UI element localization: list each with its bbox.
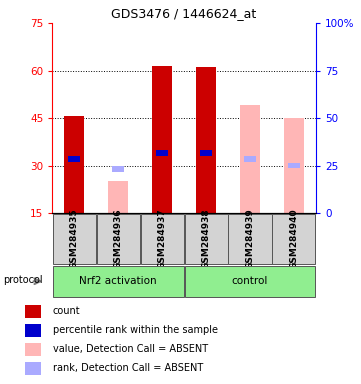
Text: rank, Detection Call = ABSENT: rank, Detection Call = ABSENT: [53, 363, 203, 373]
Bar: [25, 324, 40, 336]
Bar: [284, 118, 304, 213]
Text: GSM284936: GSM284936: [114, 209, 123, 269]
Bar: [152, 66, 172, 213]
Title: GDS3476 / 1446624_at: GDS3476 / 1446624_at: [112, 7, 257, 20]
Bar: [196, 68, 216, 213]
Text: percentile rank within the sample: percentile rank within the sample: [53, 325, 218, 335]
Bar: [112, 166, 125, 172]
Bar: [97, 214, 140, 265]
Bar: [25, 362, 40, 374]
Text: control: control: [232, 276, 268, 286]
Text: GSM284937: GSM284937: [158, 209, 167, 270]
Bar: [68, 156, 81, 162]
Text: GSM284938: GSM284938: [201, 209, 210, 269]
Bar: [229, 214, 271, 265]
Text: GSM284935: GSM284935: [70, 209, 79, 269]
Text: GSM284939: GSM284939: [245, 209, 255, 270]
Text: protocol: protocol: [4, 275, 43, 285]
Bar: [53, 214, 96, 265]
Bar: [288, 163, 300, 169]
Bar: [244, 156, 256, 162]
Bar: [64, 116, 84, 213]
Bar: [184, 214, 227, 265]
Bar: [273, 214, 316, 265]
Text: value, Detection Call = ABSENT: value, Detection Call = ABSENT: [53, 344, 208, 354]
Bar: [240, 106, 260, 213]
Bar: [184, 266, 316, 297]
Bar: [108, 182, 128, 213]
Bar: [25, 305, 40, 318]
Text: count: count: [53, 306, 81, 316]
Bar: [156, 150, 168, 156]
Bar: [200, 150, 212, 156]
Bar: [53, 266, 184, 297]
Text: GSM284940: GSM284940: [290, 209, 299, 269]
Bar: [141, 214, 184, 265]
Text: Nrf2 activation: Nrf2 activation: [79, 276, 157, 286]
Bar: [25, 343, 40, 356]
